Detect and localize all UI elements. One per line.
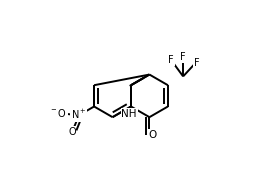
- Text: N$^+$: N$^+$: [71, 108, 87, 121]
- Text: $^-$O: $^-$O: [49, 107, 67, 119]
- Text: O: O: [68, 127, 76, 137]
- Text: F: F: [180, 52, 186, 62]
- Text: NH: NH: [121, 108, 137, 119]
- Text: F: F: [194, 58, 199, 67]
- Text: F: F: [168, 55, 174, 65]
- Text: O: O: [149, 130, 157, 140]
